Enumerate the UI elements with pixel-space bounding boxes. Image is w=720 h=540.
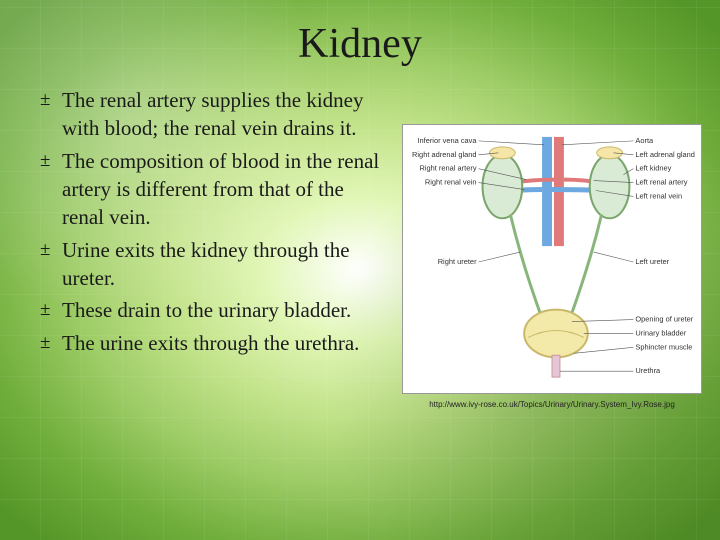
slide: Kidney ± The renal artery supplies the k…	[0, 0, 720, 540]
label-urethra: Urethra	[635, 366, 661, 375]
label-sphincter: Sphincter muscle	[635, 342, 692, 351]
label-l-renal-vein: Left renal vein	[635, 191, 682, 200]
page-title: Kidney	[40, 20, 680, 68]
right-ureter	[510, 214, 542, 318]
label-ureter-opening: Opening of ureter	[635, 315, 693, 324]
label-aorta: Aorta	[635, 136, 654, 145]
left-ureter	[570, 214, 602, 318]
urethra	[552, 355, 560, 377]
image-caption: http://www.ivy-rose.co.uk/Topics/Urinary…	[429, 400, 675, 409]
bullet-icon: ±	[40, 147, 62, 176]
left-kidney	[590, 155, 630, 219]
list-item: ± Urine exits the kidney through the ure…	[40, 236, 390, 293]
label-l-adrenal: Left adrenal gland	[635, 150, 695, 159]
right-kidney	[483, 155, 523, 219]
bullet-icon: ±	[40, 236, 62, 265]
bullet-icon: ±	[40, 296, 62, 325]
bullet-text: The urine exits through the urethra.	[62, 329, 390, 357]
left-adrenal	[597, 147, 623, 159]
label-r-ureter: Right ureter	[438, 257, 477, 266]
bladder	[524, 310, 588, 358]
label-ivc: Inferior vena cava	[417, 136, 477, 145]
diagram-panel: Inferior vena cava Right adrenal gland R…	[402, 86, 702, 409]
list-item: ± The urine exits through the urethra.	[40, 329, 390, 358]
label-bladder: Urinary bladder	[635, 328, 686, 337]
bullet-text: The renal artery supplies the kidney wit…	[62, 86, 390, 143]
list-item: ± The renal artery supplies the kidney w…	[40, 86, 390, 143]
content-row: ± The renal artery supplies the kidney w…	[40, 86, 680, 409]
bullet-text: These drain to the urinary bladder.	[62, 296, 390, 324]
label-l-ureter: Left ureter	[635, 257, 669, 266]
label-l-kidney: Left kidney	[635, 164, 671, 173]
label-l-renal-artery: Left renal artery	[635, 178, 687, 187]
diagram-svg: Inferior vena cava Right adrenal gland R…	[403, 125, 701, 393]
label-r-renal-vein: Right renal vein	[425, 178, 477, 187]
bullet-text: The composition of blood in the renal ar…	[62, 147, 390, 232]
bullet-icon: ±	[40, 329, 62, 358]
bullet-text: Urine exits the kidney through the urete…	[62, 236, 390, 293]
urinary-system-diagram: Inferior vena cava Right adrenal gland R…	[402, 124, 702, 394]
bullet-icon: ±	[40, 86, 62, 115]
label-r-renal-artery: Right renal artery	[420, 164, 477, 173]
label-r-adrenal: Right adrenal gland	[412, 150, 477, 159]
vena-cava	[542, 137, 552, 246]
list-item: ± The composition of blood in the renal …	[40, 147, 390, 232]
bullet-list: ± The renal artery supplies the kidney w…	[40, 86, 390, 409]
list-item: ± These drain to the urinary bladder.	[40, 296, 390, 325]
right-adrenal	[489, 147, 515, 159]
